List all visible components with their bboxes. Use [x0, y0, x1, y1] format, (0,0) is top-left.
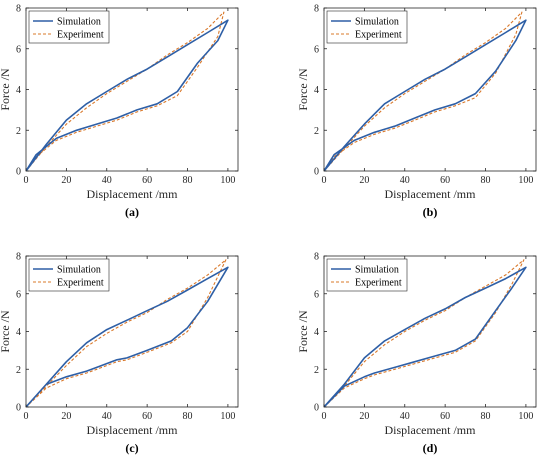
legend-entry: Simulation: [355, 265, 399, 276]
legend-entry: Experiment: [57, 278, 104, 289]
x-tick-label: 0: [322, 175, 327, 186]
y-tick-label: 6: [314, 289, 319, 300]
panel-label: (a): [125, 205, 139, 219]
x-tick-label: 100: [220, 175, 235, 186]
x-tick-label: 60: [142, 411, 152, 422]
panel-d: 0 20 40 60 80 100 0 2 4 6 8 Displacement /mm Force /…: [296, 252, 537, 455]
x-tick-label: 80: [481, 411, 491, 422]
x-tick-label: 0: [24, 175, 29, 186]
y-tick-label: 4: [16, 85, 21, 96]
y-tick-label: 8: [16, 4, 21, 15]
y-tick-label: 2: [314, 126, 319, 137]
x-axis-label: Displacement /mm: [87, 423, 179, 437]
y-tick-label: 0: [16, 167, 21, 178]
series-line-simulation: [26, 266, 229, 407]
y-tick-label: 2: [314, 365, 319, 376]
series-line-experiment: [26, 259, 227, 407]
legend-entry: Experiment: [355, 278, 402, 289]
panel-label: (b): [423, 205, 438, 219]
x-tick-label: 100: [220, 411, 235, 422]
x-tick-label: 20: [61, 175, 71, 186]
y-tick-label: 6: [16, 44, 21, 55]
x-tick-label: 0: [24, 411, 29, 422]
x-axis-label: Displacement /mm: [87, 187, 179, 201]
legend-box: [326, 10, 408, 44]
x-tick-label: 100: [518, 175, 533, 186]
x-tick-label: 40: [400, 411, 410, 422]
legend-box: [28, 10, 110, 44]
x-tick-label: 40: [102, 175, 112, 186]
y-axis-label: Force /N: [0, 310, 12, 353]
y-tick-label: 8: [16, 252, 21, 263]
series-line-experiment: [26, 11, 225, 171]
panel-label: (d): [423, 441, 438, 455]
y-tick-label: 0: [16, 403, 21, 414]
legend: Simulation Experiment: [326, 10, 408, 44]
x-tick-label: 80: [183, 175, 193, 186]
x-tick-label: 20: [61, 411, 71, 422]
y-tick-label: 2: [16, 365, 21, 376]
x-tick-label: 20: [359, 175, 369, 186]
y-tick-label: 8: [314, 252, 319, 263]
legend-box: [326, 258, 408, 292]
x-tick-label: 60: [142, 175, 152, 186]
y-axis-label: Force /N: [0, 68, 12, 111]
legend: Simulation Experiment: [28, 258, 110, 292]
panel-b: 0 20 40 60 80 100 0 2 4 6 8 Displacement /mm Force /…: [296, 4, 537, 219]
x-tick-label: 0: [322, 411, 327, 422]
x-tick-label: 60: [440, 175, 450, 186]
y-axis-label: Force /N: [296, 310, 310, 353]
x-tick-label: 40: [102, 411, 112, 422]
legend-box: [28, 258, 110, 292]
x-tick-label: 20: [359, 411, 369, 422]
legend-entry: Experiment: [355, 30, 402, 41]
panel-a: 0 20 40 60 80 100 0 2 4 6 8 Displacement /mm Force /…: [0, 4, 239, 219]
x-tick-label: 60: [440, 411, 450, 422]
legend: Simulation Experiment: [28, 10, 110, 44]
x-tick-label: 40: [400, 175, 410, 186]
panel-label: (c): [125, 441, 138, 455]
x-tick-label: 80: [481, 175, 491, 186]
y-tick-label: 4: [16, 327, 21, 338]
panel-c: 0 20 40 60 80 100 0 2 4 6 8 Displacement /mm Force /…: [0, 252, 239, 455]
y-tick-label: 4: [314, 85, 319, 96]
y-tick-label: 0: [314, 167, 319, 178]
legend: Simulation Experiment: [326, 258, 408, 292]
y-axis-label: Force /N: [296, 68, 310, 111]
legend-entry: Simulation: [57, 265, 101, 276]
y-tick-label: 0: [314, 403, 319, 414]
x-axis-label: Displacement /mm: [385, 187, 477, 201]
y-tick-label: 6: [16, 289, 21, 300]
y-tick-label: 6: [314, 44, 319, 55]
y-tick-label: 8: [314, 4, 319, 15]
x-axis-label: Displacement /mm: [385, 423, 477, 437]
x-tick-label: 80: [183, 411, 193, 422]
series-line-simulation: [26, 19, 229, 171]
legend-entry: Simulation: [57, 17, 101, 28]
y-tick-label: 2: [16, 126, 21, 137]
legend-entry: Experiment: [57, 30, 104, 41]
legend-entry: Simulation: [355, 17, 399, 28]
series-line-simulation: [324, 19, 527, 171]
series-line-experiment: [324, 11, 523, 171]
y-tick-label: 4: [314, 327, 319, 338]
series-line-simulation: [324, 266, 527, 407]
series-line-experiment: [324, 259, 525, 407]
x-tick-label: 100: [518, 411, 533, 422]
